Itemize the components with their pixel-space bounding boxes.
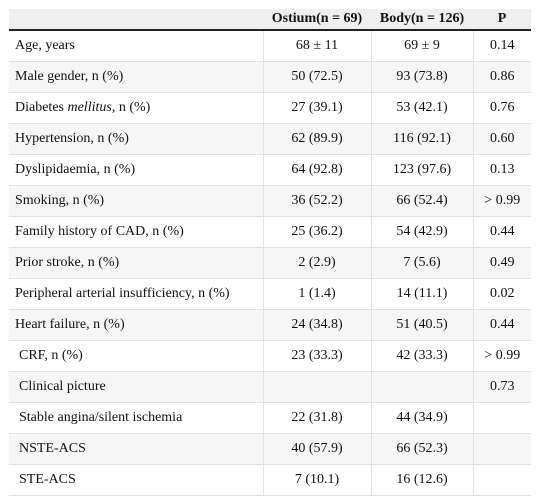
body-value: 66 (52.3) bbox=[371, 433, 474, 465]
ostium-value: 68 ± 11 bbox=[263, 30, 372, 62]
p-value: 0.76 bbox=[473, 92, 531, 124]
row-label: Smoking, n (%) bbox=[9, 185, 264, 217]
data-table-container: Ostium(n = 69) Body(n = 126) P Age, year… bbox=[9, 9, 531, 496]
ostium-value: 24 (34.8) bbox=[263, 309, 372, 341]
body-value: 42 (33.3) bbox=[371, 340, 474, 372]
p-value: 0.73 bbox=[473, 371, 531, 403]
body-value: 16 (12.6) bbox=[371, 464, 474, 496]
table-row: CRF, n (%) 23 (33.3) 42 (33.3) > 0.99 bbox=[9, 340, 531, 372]
body-value: 14 (11.1) bbox=[371, 278, 474, 310]
ostium-value: 25 (36.2) bbox=[263, 216, 372, 248]
body-value: 44 (34.9) bbox=[371, 402, 474, 434]
p-value: 0.86 bbox=[473, 61, 531, 93]
ostium-value: 1 (1.4) bbox=[263, 278, 372, 310]
p-value bbox=[473, 402, 531, 434]
p-value: 0.44 bbox=[473, 309, 531, 341]
row-label: Heart failure, n (%) bbox=[9, 309, 264, 341]
ostium-value: 27 (39.1) bbox=[263, 92, 372, 124]
table-row: Dyslipidaemia, n (%) 64 (92.8) 123 (97.6… bbox=[9, 154, 531, 186]
body-value: 69 ± 9 bbox=[371, 30, 474, 62]
row-label: Family history of CAD, n (%) bbox=[9, 216, 264, 248]
row-label: Dyslipidaemia, n (%) bbox=[9, 154, 264, 186]
p-value: 0.14 bbox=[473, 30, 531, 62]
row-label: NSTE-ACS bbox=[9, 433, 264, 465]
row-label: Peripheral arterial insufficiency, n (%) bbox=[9, 278, 264, 310]
row-label: Male gender, n (%) bbox=[9, 61, 264, 93]
ostium-value: 36 (52.2) bbox=[263, 185, 372, 217]
table-row: Prior stroke, n (%) 2 (2.9) 7 (5.6) 0.49 bbox=[9, 247, 531, 279]
table-row: NSTE-ACS 40 (57.9) 66 (52.3) bbox=[9, 433, 531, 465]
table-row: Family history of CAD, n (%) 25 (36.2) 5… bbox=[9, 216, 531, 248]
header-blank bbox=[9, 9, 263, 31]
label-italic: mellitus bbox=[67, 100, 112, 115]
ostium-value: 40 (57.9) bbox=[263, 433, 372, 465]
p-value: 0.44 bbox=[473, 216, 531, 248]
ostium-value: 23 (33.3) bbox=[263, 340, 372, 372]
row-label: Prior stroke, n (%) bbox=[9, 247, 264, 279]
p-value: > 0.99 bbox=[473, 340, 531, 372]
body-value: 123 (97.6) bbox=[371, 154, 474, 186]
p-value: 0.49 bbox=[473, 247, 531, 279]
ostium-value: 2 (2.9) bbox=[263, 247, 372, 279]
header-body: Body(n = 126) bbox=[371, 9, 473, 31]
table-row: Heart failure, n (%) 24 (34.8) 51 (40.5)… bbox=[9, 309, 531, 341]
row-label: Diabetes mellitus, n (%) bbox=[9, 92, 264, 124]
p-value bbox=[473, 433, 531, 465]
table-row: Hypertension, n (%) 62 (89.9) 116 (92.1)… bbox=[9, 123, 531, 155]
p-value: 0.60 bbox=[473, 123, 531, 155]
label-suffix: , n (%) bbox=[111, 100, 151, 115]
body-value: 66 (52.4) bbox=[371, 185, 474, 217]
ostium-value: 50 (72.5) bbox=[263, 61, 372, 93]
ostium-value bbox=[263, 371, 372, 403]
table-row: Peripheral arterial insufficiency, n (%)… bbox=[9, 278, 531, 310]
p-value: 0.02 bbox=[473, 278, 531, 310]
row-label: CRF, n (%) bbox=[9, 340, 264, 372]
label-prefix: Diabetes bbox=[15, 100, 68, 115]
clinical-characteristics-table: Ostium(n = 69) Body(n = 126) P Age, year… bbox=[9, 9, 531, 496]
table-row: Male gender, n (%) 50 (72.5) 93 (73.8) 0… bbox=[9, 61, 531, 93]
table-row: Clinical picture 0.73 bbox=[9, 371, 531, 403]
body-value bbox=[371, 371, 474, 403]
ostium-value: 7 (10.1) bbox=[263, 464, 372, 496]
header-ostium: Ostium(n = 69) bbox=[263, 9, 371, 31]
p-value: > 0.99 bbox=[473, 185, 531, 217]
table-row: Stable angina/silent ischemia 22 (31.8) … bbox=[9, 402, 531, 434]
table-row: STE-ACS 7 (10.1) 16 (12.6) bbox=[9, 464, 531, 496]
body-value: 7 (5.6) bbox=[371, 247, 474, 279]
body-value: 53 (42.1) bbox=[371, 92, 474, 124]
ostium-value: 62 (89.9) bbox=[263, 123, 372, 155]
table-row: Diabetes mellitus, n (%) 27 (39.1) 53 (4… bbox=[9, 92, 531, 124]
body-value: 51 (40.5) bbox=[371, 309, 474, 341]
row-label: Stable angina/silent ischemia bbox=[9, 402, 264, 434]
table-row: Age, years 68 ± 11 69 ± 9 0.14 bbox=[9, 30, 531, 62]
header-row: Ostium(n = 69) Body(n = 126) P bbox=[9, 9, 531, 31]
body-value: 116 (92.1) bbox=[371, 123, 474, 155]
body-value: 54 (42.9) bbox=[371, 216, 474, 248]
ostium-value: 22 (31.8) bbox=[263, 402, 372, 434]
body-value: 93 (73.8) bbox=[371, 61, 474, 93]
table-row: Smoking, n (%) 36 (52.2) 66 (52.4) > 0.9… bbox=[9, 185, 531, 217]
ostium-value: 64 (92.8) bbox=[263, 154, 372, 186]
row-label: Clinical picture bbox=[9, 371, 264, 403]
row-label: Age, years bbox=[9, 30, 264, 62]
p-value bbox=[473, 464, 531, 496]
p-value: 0.13 bbox=[473, 154, 531, 186]
row-label: Hypertension, n (%) bbox=[9, 123, 264, 155]
row-label: STE-ACS bbox=[9, 464, 264, 496]
header-p: P bbox=[473, 9, 531, 31]
